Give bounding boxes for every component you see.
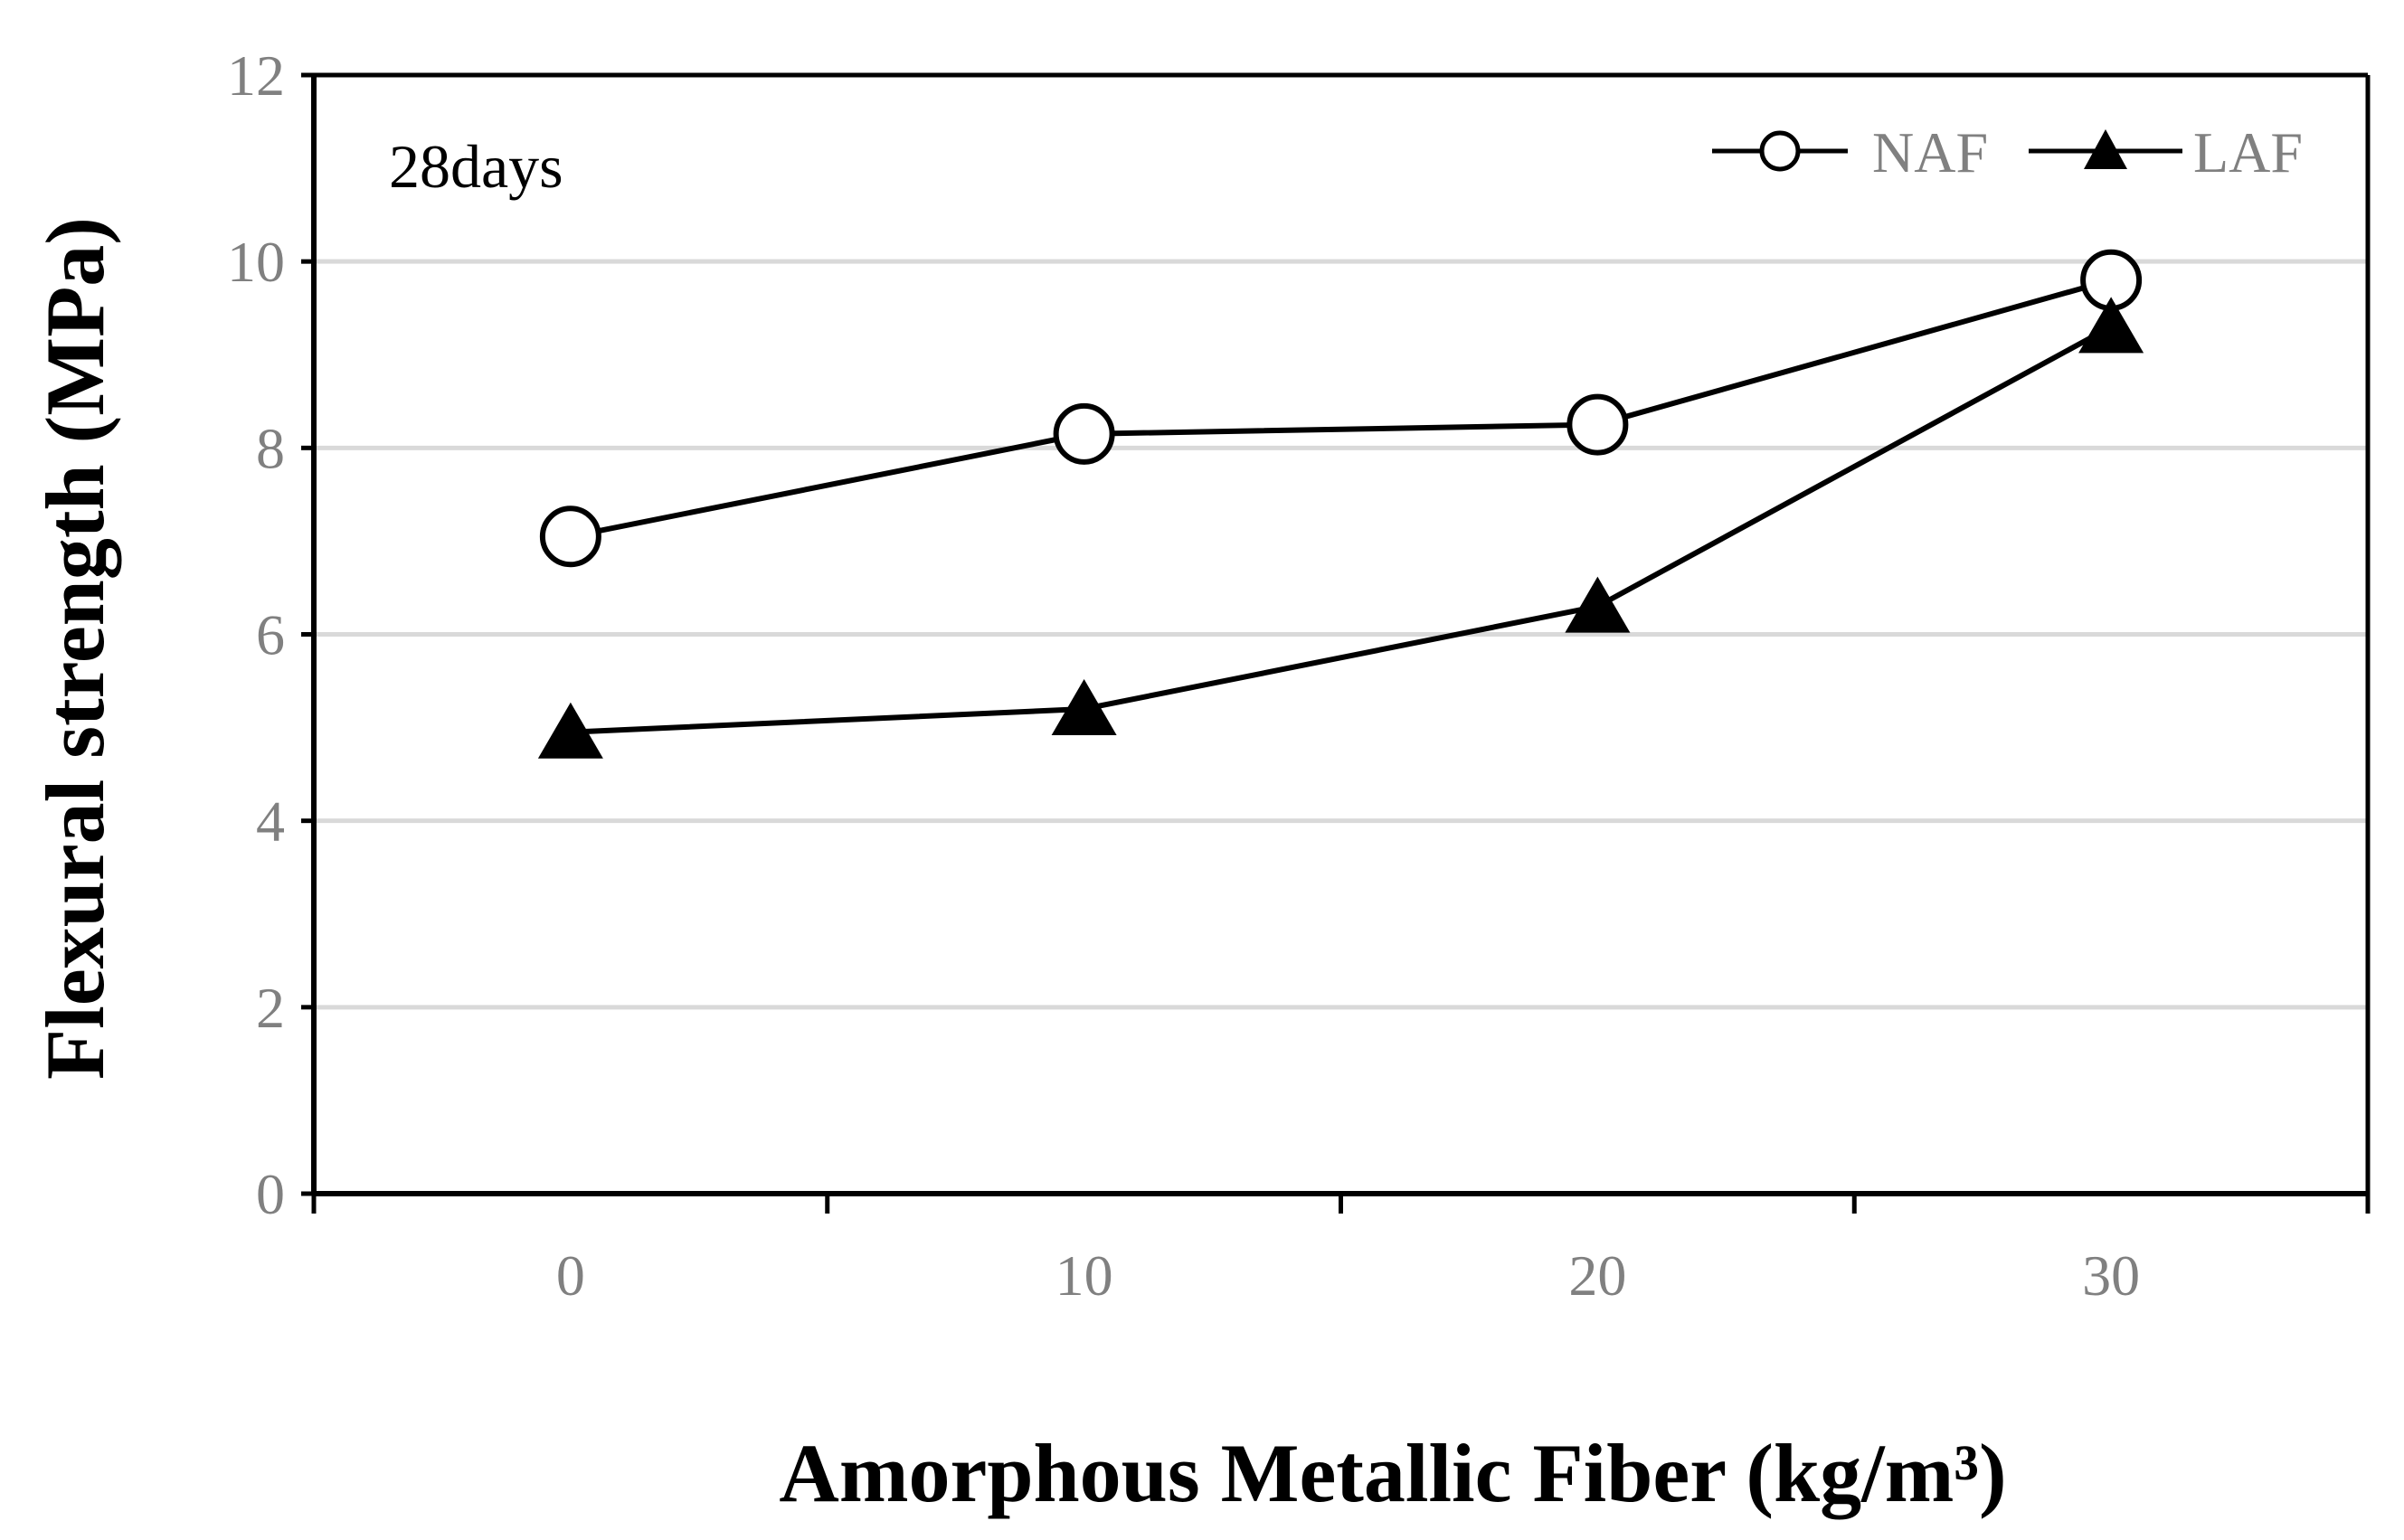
x-tick-label-30: 30 [2082, 1243, 2140, 1308]
series-line-laf [570, 324, 2113, 735]
tick-labels: 0 2 4 6 8 10 12 0 10 20 30 [227, 43, 2140, 1308]
y-tick-label-12: 12 [227, 43, 285, 108]
y-tick-label-4: 4 [256, 789, 285, 854]
data-point-naf-0 [539, 505, 601, 568]
data-point-naf-20 [1566, 393, 1629, 456]
legend-marker-laf [2084, 129, 2127, 169]
data-point-laf-0 [537, 702, 603, 759]
data-point-laf-10 [1051, 678, 1117, 735]
gridlines [314, 72, 2368, 1010]
y-tick-label-8: 8 [256, 416, 285, 480]
series-line-naf [570, 277, 2112, 540]
annotation-28days: 28days [389, 132, 563, 201]
axes [301, 72, 2371, 1214]
legend-marker-naf [1759, 130, 1801, 172]
x-axis-title: Amorphous Metallic Fiber (kg/m³) [779, 1427, 2006, 1519]
x-tick-label-20: 20 [1568, 1243, 1626, 1308]
y-axis-title: Flexural strength (MPa) [29, 217, 121, 1080]
data-point-laf-30 [2078, 297, 2144, 354]
y-tick-label-0: 0 [256, 1162, 285, 1226]
legend-label-laf: LAF [2193, 120, 2303, 184]
legend-label-naf: NAF [1872, 120, 1988, 184]
x-tick-label-10: 10 [1055, 1243, 1113, 1308]
series [537, 249, 2144, 759]
data-point-naf-10 [1053, 402, 1115, 465]
legend: NAF LAF [1712, 120, 2303, 184]
data-point-laf-20 [1565, 576, 1631, 633]
y-tick-label-6: 6 [256, 603, 285, 667]
x-tick-label-0: 0 [556, 1243, 585, 1308]
y-tick-label-2: 2 [256, 976, 285, 1040]
y-tick-label-10: 10 [227, 230, 285, 294]
